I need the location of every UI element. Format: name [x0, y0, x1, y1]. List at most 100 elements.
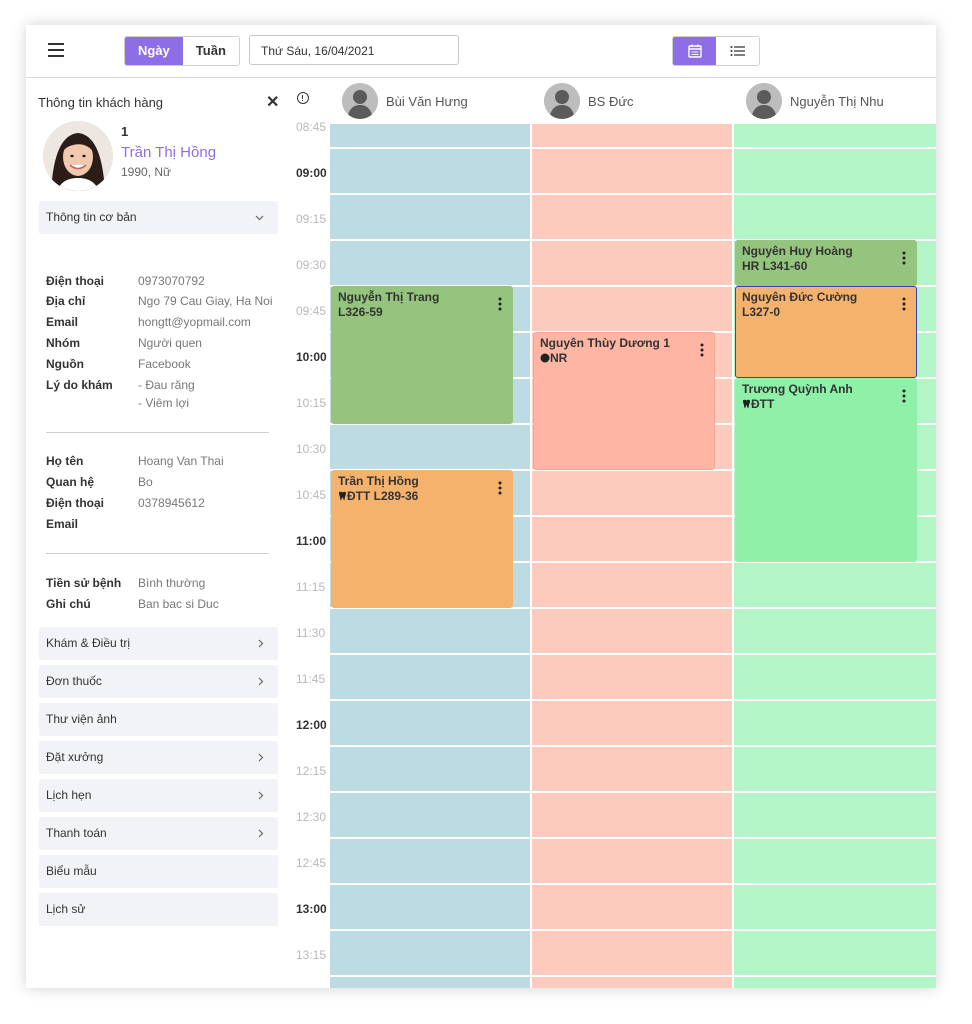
date-picker-input[interactable]: Thứ Sáu, 16/04/2021	[249, 35, 459, 65]
time-label: 12:30	[296, 810, 327, 824]
appointment-patient-name: Nguyên Huy Hoàng	[742, 244, 853, 258]
appointment-patient-name: Trần Thị Hồng	[338, 474, 419, 488]
hamburger-menu-icon[interactable]	[48, 43, 64, 57]
slot-line	[734, 147, 936, 149]
section-item[interactable]: Biểu mẫu	[39, 855, 278, 888]
slot-line	[330, 745, 530, 747]
doctor-header[interactable]: BS Đức	[544, 78, 634, 124]
time-label: 12:45	[296, 856, 327, 870]
more-options-icon[interactable]	[700, 343, 704, 357]
customer-name[interactable]: Trần Thị Hồng	[121, 144, 217, 161]
section-label: Đơn thuốc	[46, 674, 102, 688]
doctor-name: Nguyễn Thị Nhu	[790, 93, 884, 109]
doctor-header[interactable]: Bùi Văn Hưng	[342, 78, 468, 124]
appointment-code-text: L326-59	[338, 305, 383, 319]
customer-number: 1	[121, 124, 129, 139]
history-value: Ban bac si Duc	[138, 597, 219, 611]
section-label: Đặt xưởng	[46, 750, 104, 764]
time-label: 09:15	[296, 212, 327, 226]
slot-line	[330, 883, 530, 885]
appointment-code: NR	[540, 351, 708, 366]
slot-line	[734, 883, 936, 885]
history-label: Ghi chú	[46, 597, 91, 611]
basic-info-label: Email	[46, 315, 79, 329]
appointment-card[interactable]: Nguyễn Thị Trang L326-59	[331, 286, 513, 424]
more-options-icon[interactable]	[902, 389, 906, 403]
customer-avatar	[43, 121, 113, 191]
basic-info-value: hongtt@yopmail.com	[138, 315, 251, 329]
slot-line	[330, 929, 530, 931]
appointment-code-text: NR	[550, 351, 568, 365]
more-options-icon[interactable]	[498, 297, 502, 311]
time-label: 11:15	[296, 580, 326, 594]
section-label: Biểu mẫu	[46, 864, 97, 878]
face-icon	[540, 351, 550, 365]
time-label: 12:15	[296, 764, 327, 778]
section-item[interactable]: Lịch sử	[39, 893, 278, 926]
slot-line	[734, 607, 936, 609]
slot-line	[330, 239, 530, 241]
close-icon[interactable]: ✕	[266, 94, 280, 111]
slot-line	[734, 561, 936, 563]
appointment-card[interactable]: Trương Quỳnh Anh ĐTT	[735, 378, 917, 562]
relative-label: Họ tên	[46, 454, 84, 468]
section-item[interactable]: Khám & Điều trị	[39, 627, 278, 660]
appointment-code-text: ĐTT L289-36	[347, 489, 419, 503]
time-axis: 08:45 09:00 09:15 09:30 09:45 10:00 10:15 10:30…	[288, 120, 330, 988]
customer-birth-gender: 1990, Nữ	[121, 165, 172, 179]
calendar-icon	[687, 44, 702, 58]
section-item[interactable]: Đơn thuốc	[39, 665, 278, 698]
doctor-header[interactable]: Nguyễn Thị Nhu	[746, 78, 884, 124]
slot-line	[532, 193, 732, 195]
list-view-button[interactable]	[716, 37, 759, 65]
slot-line	[330, 607, 530, 609]
appointment-card[interactable]: Trần Thị Hồng ĐTT L289-36	[331, 470, 513, 608]
slot-line	[330, 653, 530, 655]
appointment-card[interactable]: Nguyên Thùy Dương 1 NR	[533, 332, 715, 470]
app-window: Ngày Tuần Thứ Sáu, 16/04/2021 Thông tin …	[26, 25, 936, 988]
section-item[interactable]: Lịch hẹn	[39, 779, 278, 812]
view-week-button[interactable]: Tuần	[182, 37, 239, 65]
basic-info-label: Nhóm	[46, 336, 80, 350]
calendar-view-button[interactable]	[673, 37, 716, 65]
more-options-icon[interactable]	[902, 297, 906, 311]
basic-info-value: - Viêm lợi	[138, 396, 189, 410]
slot-line	[734, 193, 936, 195]
section-item[interactable]: Thư viện ảnh	[39, 703, 278, 736]
appointment-code: ĐTT L289-36	[338, 489, 506, 504]
appointment-card[interactable]: Nguyên Đức Cường L327-0	[735, 286, 917, 378]
section-label: Lịch hẹn	[46, 788, 92, 802]
slot-line	[330, 791, 530, 793]
view-day-button[interactable]: Ngày	[125, 37, 183, 65]
doctor-avatar	[342, 83, 378, 119]
basic-info-value: Ngo 79 Cau Giay, Ha Noi	[138, 294, 273, 308]
slot-line	[330, 699, 530, 701]
slot-line	[532, 653, 732, 655]
panel-title: Thông tin khách hàng	[38, 95, 164, 110]
time-label: 09:30	[296, 258, 327, 272]
slot-line	[532, 745, 732, 747]
time-label: 13:15	[296, 948, 327, 962]
section-item[interactable]: Thanh toán	[39, 817, 278, 850]
chevron-right-icon	[258, 741, 264, 774]
doctor-name: Bùi Văn Hưng	[386, 93, 468, 109]
clock-icon	[297, 92, 309, 104]
slot-line	[734, 699, 936, 701]
appointment-code-text: HR L341-60	[742, 259, 808, 273]
basic-info-value: Facebook	[138, 357, 191, 371]
basic-info-section[interactable]: Thông tin cơ bản	[39, 201, 278, 234]
chevron-right-icon	[258, 779, 264, 812]
doctor-avatar	[746, 83, 782, 119]
more-options-icon[interactable]	[498, 481, 502, 495]
tooth-icon	[742, 397, 751, 411]
more-options-icon[interactable]	[902, 251, 906, 265]
doctor-lane[interactable]	[532, 124, 732, 988]
list-icon	[730, 46, 745, 56]
doctor-name: BS Đức	[588, 93, 634, 109]
slot-line	[532, 607, 732, 609]
section-label: Thông tin cơ bản	[46, 210, 137, 224]
relative-value: 0378945612	[138, 496, 205, 510]
basic-info-value: - Đau răng	[138, 378, 195, 392]
appointment-card[interactable]: Nguyên Huy Hoàng HR L341-60	[735, 240, 917, 286]
section-item[interactable]: Đặt xưởng	[39, 741, 278, 774]
